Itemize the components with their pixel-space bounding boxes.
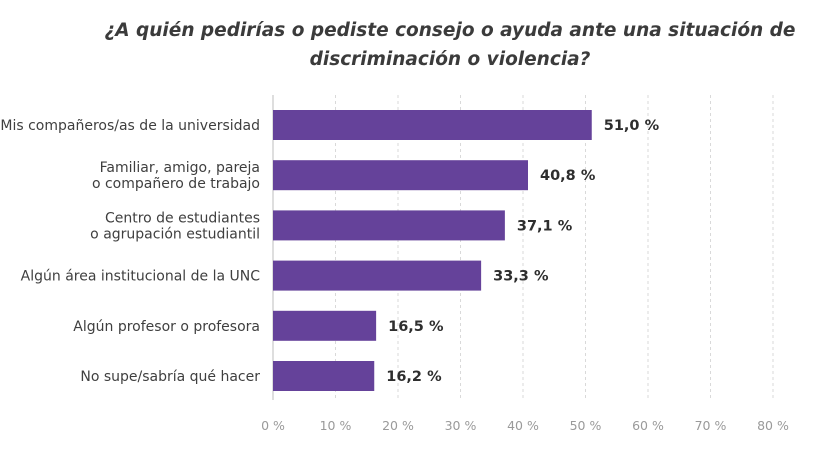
value-label: 33,3 %: [493, 269, 549, 285]
x-tick-label: 10 %: [320, 418, 352, 433]
x-tick-label: 0 %: [261, 418, 285, 433]
category-label: Algún profesor o profesora: [73, 319, 260, 335]
value-label: 40,8 %: [540, 168, 596, 184]
value-label: 51,0 %: [604, 118, 660, 134]
bar: [273, 110, 592, 140]
x-tick-label: 40 %: [507, 418, 539, 433]
grid-layer: [272, 95, 774, 400]
x-tick-label: 20 %: [382, 418, 414, 433]
x-tick-label: 60 %: [632, 418, 664, 433]
bar: [273, 260, 482, 291]
bars-layer: [273, 110, 592, 391]
bar: [273, 210, 505, 241]
bar: [273, 310, 377, 341]
x-tick-label: 50 %: [570, 418, 602, 433]
x-tick-label: 70 %: [695, 418, 727, 433]
category-label: Familiar, amigo, pareja o compañero de tr…: [92, 160, 260, 192]
x-tick-label: 80 %: [757, 418, 789, 433]
category-label: Centro de estudiantes o agrupación estudi…: [90, 210, 260, 242]
value-label: 16,5 %: [388, 319, 444, 335]
ticks-layer: 0 % 10 % 20 % 30 % 40 % 50 % 60 % 70 % 80 %: [261, 418, 789, 433]
category-label: No supe/sabría qué hacer: [80, 369, 260, 385]
chart-title: ¿A quién pedirías o pediste consejo o ay…: [104, 20, 796, 70]
labels-layer: 51,0 % Mis compañeros/as de la universida…: [0, 118, 659, 385]
value-label: 16,2 %: [386, 369, 442, 385]
category-label: Mis compañeros/as de la universidad: [0, 118, 260, 134]
bar: [273, 160, 528, 191]
x-tick-label: 30 %: [445, 418, 477, 433]
category-label: Algún área institucional de la UNC: [21, 269, 261, 285]
bar: [273, 361, 375, 391]
value-label: 37,1 %: [517, 218, 573, 234]
